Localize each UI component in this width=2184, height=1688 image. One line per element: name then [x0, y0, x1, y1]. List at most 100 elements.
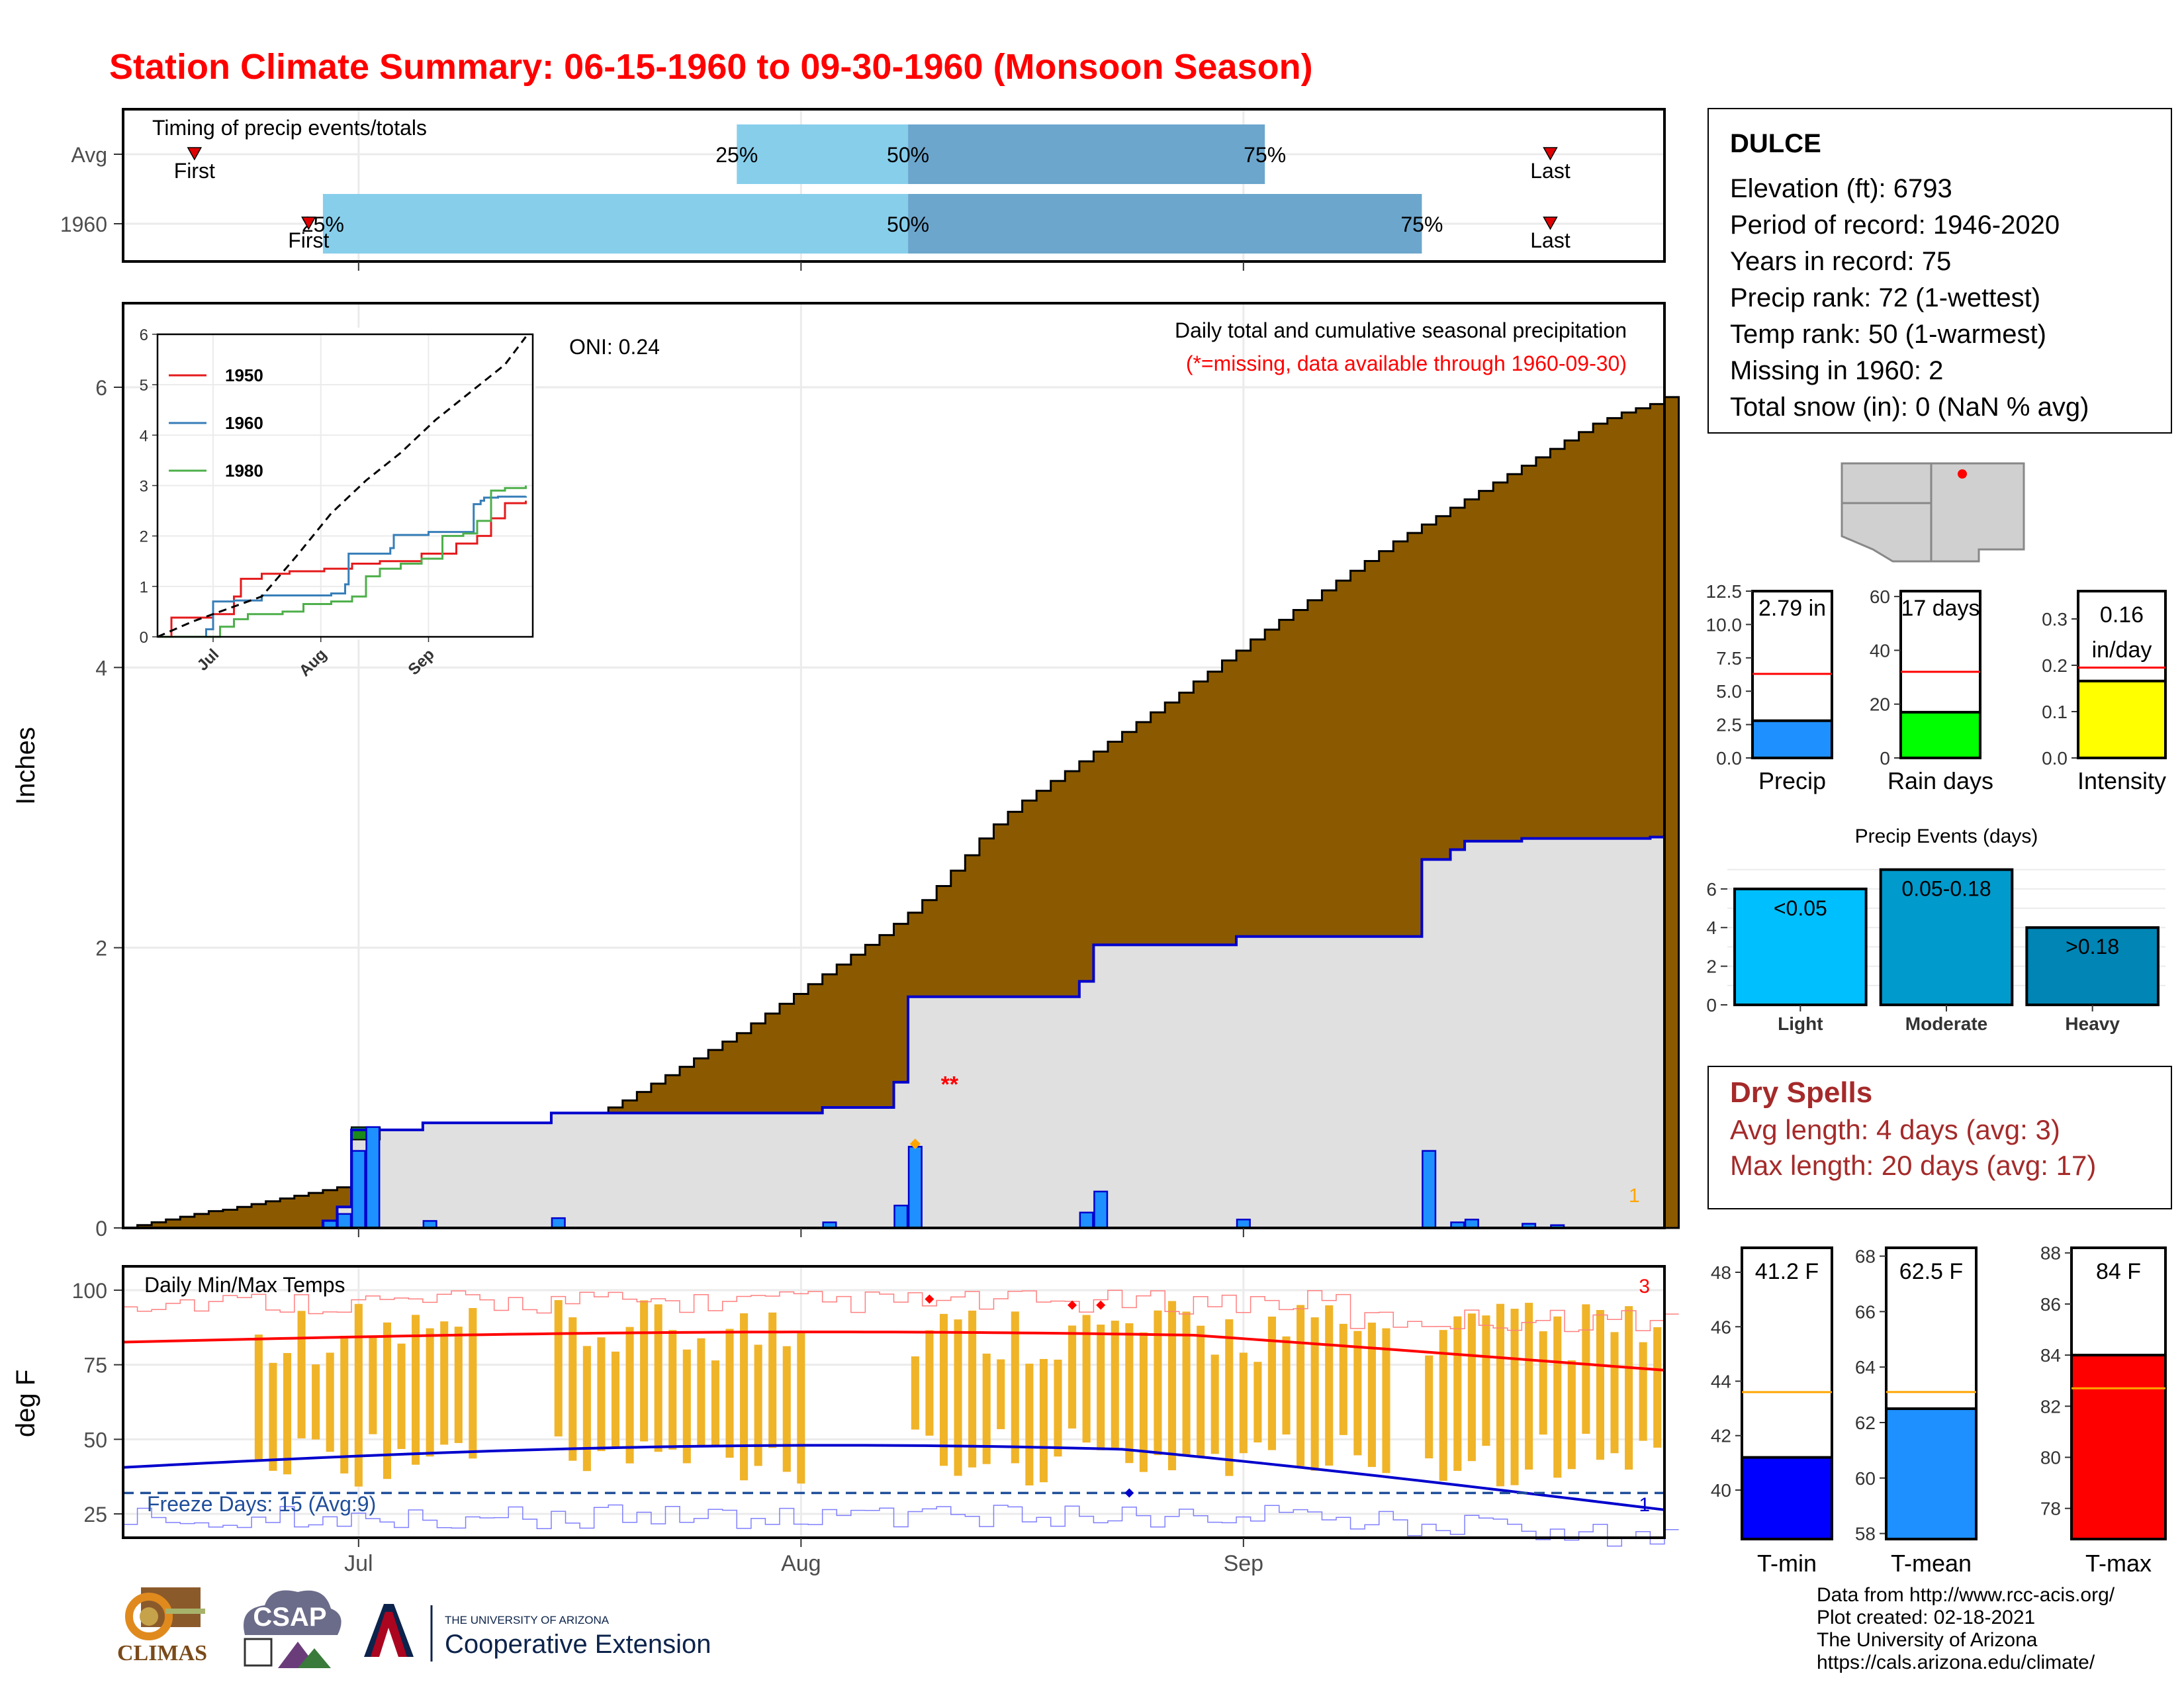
temps-daily-bar: [797, 1331, 805, 1484]
mini-temp-max-ytick-label: 82: [2040, 1396, 2061, 1417]
timing-title: Timing of precip events/totals: [152, 116, 427, 140]
temps-daily-bar: [1582, 1304, 1590, 1434]
map-states: [1841, 462, 2025, 563]
timing-first-label: First: [288, 228, 329, 252]
precip-daily-bar: [1079, 1211, 1094, 1229]
precip-daily-bar: [1093, 1190, 1109, 1229]
ua-cooperative-extension-logo: THE UNIVERSITY OF ARIZONA Cooperative Ex…: [357, 1602, 711, 1662]
mini-intensity-value-label: 0.16: [2100, 602, 2144, 628]
precip-daily-bar: [337, 1213, 352, 1229]
timing-first-marker: [187, 147, 203, 161]
temps-daily-bar: [1367, 1323, 1376, 1468]
precip-ylabel: Inches: [11, 727, 40, 805]
mini-raindays-ytick-label: 20: [1870, 694, 1890, 715]
events-bar-label: >0.18: [2066, 935, 2119, 959]
timing-last-marker: [1543, 216, 1558, 230]
mini-intensity-ytick-label: 0.0: [2042, 748, 2068, 769]
mini-temp-max-ytick-label: 84: [2040, 1345, 2061, 1366]
events-bar: [2025, 926, 2160, 1007]
temps-daily-bar: [754, 1344, 762, 1466]
temps-daily-bar: [1210, 1354, 1219, 1454]
precip-daily-bar: [365, 1126, 381, 1229]
temps-daily-bar: [354, 1303, 363, 1487]
temps-record-high-line: [123, 1289, 1679, 1333]
timing-last-label: Last: [1530, 159, 1570, 183]
timing-panel-frame: [122, 108, 1666, 263]
temps-daily-bar: [340, 1335, 349, 1474]
mini-temp-max-ytick-label: 78: [2040, 1499, 2061, 1519]
mini-temp-mean-ytick-label: 62: [1855, 1413, 1876, 1433]
temps-daily-bar: [982, 1353, 991, 1464]
temps-daily-bar: [426, 1328, 434, 1457]
dry-spells-box: Dry Spells Avg length: 4 days (avg: 3) M…: [1707, 1066, 2172, 1209]
temps-daily-bar: [397, 1343, 406, 1449]
events-category-label: Moderate: [1905, 1013, 1987, 1034]
temps-daily-bar: [682, 1349, 691, 1464]
temps-record-marker: [925, 1294, 934, 1304]
temps-daily-bar: [1453, 1316, 1462, 1472]
dry-spells-title: Dry Spells: [1730, 1076, 1873, 1109]
page-title: Station Climate Summary: 06-15-1960 to 0…: [109, 47, 1313, 87]
temps-daily-bar: [1239, 1352, 1248, 1454]
credit-url: https://cals.arizona.edu/climate/: [1817, 1652, 2095, 1673]
temps-xtick-label: Aug: [781, 1551, 821, 1576]
temps-daily-bar: [1325, 1305, 1334, 1466]
timing-p75-label: 75%: [1400, 212, 1443, 236]
inset-ytick-label: 1: [140, 579, 148, 596]
station-elevation: Elevation (ft): 6793: [1730, 174, 1952, 203]
temps-panel-frame: [122, 1265, 1666, 1539]
precip-ytick-label: 6: [95, 376, 107, 400]
station-snow: Total snow (in): 0 (NaN % avg): [1730, 393, 2089, 422]
temps-daily-bar: [369, 1336, 377, 1434]
temps-daily-bar: [383, 1322, 391, 1479]
temps-daily-bar: [440, 1321, 449, 1445]
temps-daily-bar: [1011, 1311, 1019, 1464]
mini-precip-value-label: 2.79 in: [1758, 596, 1826, 621]
temps-daily-bar: [1182, 1311, 1191, 1457]
dry-spells-max: Max length: 20 days (avg: 17): [1730, 1150, 2097, 1181]
station-period: Period of record: 1946-2020: [1730, 211, 2060, 240]
temps-daily-bar: [668, 1330, 677, 1450]
temps-daily-bar: [1111, 1321, 1119, 1450]
temps-daily-bar: [582, 1346, 591, 1472]
temps-daily-bar: [1282, 1336, 1291, 1435]
temps-daily-bar: [1539, 1331, 1547, 1435]
temps-daily-bar: [1339, 1323, 1347, 1435]
temps-daily-bar: [283, 1352, 292, 1475]
temps-daily-bar: [1054, 1359, 1062, 1457]
inset-legend-label: 1950: [225, 365, 263, 385]
inset-ytick-label: 5: [140, 377, 148, 395]
temps-daily-bar: [1297, 1305, 1305, 1466]
events-bar-label: <0.05: [1774, 896, 1827, 920]
events-bar-label: 0.05-0.18: [1901, 877, 1991, 901]
climas-logo-text: CLIMAS: [117, 1641, 207, 1665]
events-bar: [1879, 868, 2014, 1006]
inset-ytick-label: 0: [140, 629, 148, 647]
temps-daily-bar: [554, 1300, 563, 1436]
temps-daily-bar: [1596, 1309, 1604, 1460]
temps-daily-bar: [1025, 1364, 1034, 1486]
temps-daily-bar: [254, 1335, 263, 1462]
temps-ytick-label: 50: [83, 1428, 107, 1452]
dry-spells-avg: Avg length: 4 days (avg: 3): [1730, 1114, 2060, 1145]
timing-p25-label: 25%: [715, 143, 758, 167]
mini-precip-ytick-label: 2.5: [1716, 715, 1742, 735]
temps-daily-bar: [597, 1337, 606, 1452]
temps-daily-bar: [1639, 1342, 1647, 1441]
timing-first-marker: [301, 216, 316, 230]
temps-daily-bar: [1082, 1315, 1091, 1443]
temps-daily-bar: [611, 1351, 620, 1448]
mini-temp-min-value-label: 41.2 F: [1755, 1259, 1819, 1284]
temps-record-low-line: [123, 1504, 1679, 1547]
mini-precip-ytick-label: 5.0: [1716, 681, 1742, 702]
temps-xtick-label: Sep: [1224, 1551, 1264, 1576]
mini-precip-category-label: Precip: [1758, 767, 1826, 794]
climas-logo: CLIMAS: [117, 1587, 207, 1665]
timing-bar-50-75: [908, 124, 1265, 184]
temps-daily-bar: [968, 1310, 977, 1468]
temps-daily-bar: [1382, 1328, 1390, 1474]
mini-temp-min-bar: [1741, 1456, 1833, 1540]
temps-record-marker: [1096, 1300, 1106, 1310]
mini-temp-min-ytick-label: 40: [1711, 1480, 1731, 1501]
